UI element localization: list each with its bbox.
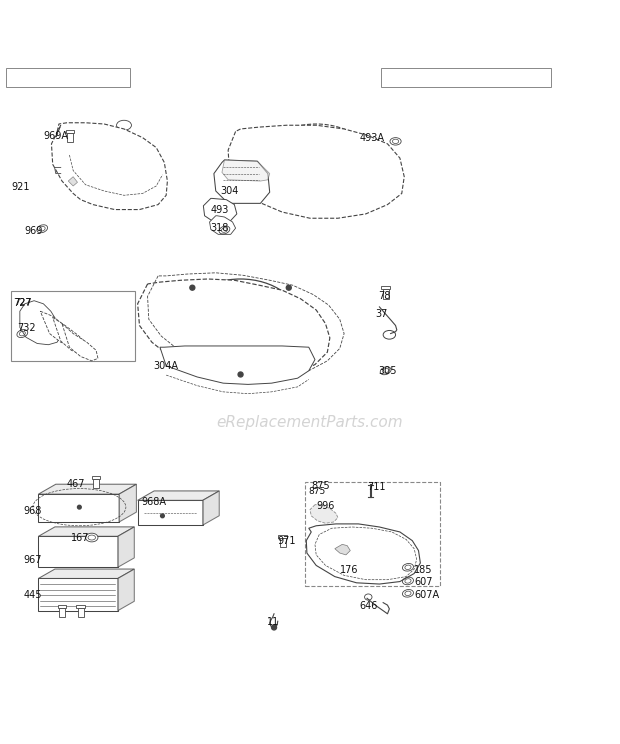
Circle shape: [286, 285, 291, 290]
Bar: [93, 479, 99, 488]
Polygon shape: [38, 484, 136, 494]
Polygon shape: [119, 484, 136, 522]
Polygon shape: [38, 527, 135, 536]
Bar: [66, 130, 74, 133]
Polygon shape: [53, 318, 87, 355]
Polygon shape: [20, 301, 61, 344]
Polygon shape: [62, 324, 98, 361]
Polygon shape: [68, 177, 78, 186]
Circle shape: [161, 514, 164, 518]
Text: 305: 305: [378, 366, 397, 376]
Text: 467: 467: [67, 478, 86, 489]
Bar: [280, 538, 286, 547]
Text: 971: 971: [278, 536, 296, 546]
Polygon shape: [335, 545, 350, 555]
Text: 493: 493: [211, 205, 229, 214]
Polygon shape: [38, 536, 118, 567]
Bar: [383, 289, 389, 298]
Text: 37: 37: [375, 309, 388, 318]
Text: 11: 11: [267, 617, 279, 627]
Text: 1019 LABEL KIT: 1019 LABEL KIT: [32, 73, 104, 82]
Polygon shape: [160, 346, 315, 385]
Ellipse shape: [86, 533, 98, 542]
Text: 318: 318: [211, 222, 229, 233]
Text: 968: 968: [24, 507, 42, 516]
Bar: [381, 286, 390, 289]
Text: 445: 445: [24, 590, 42, 600]
Circle shape: [272, 625, 277, 630]
Text: 607: 607: [414, 577, 433, 587]
Circle shape: [190, 285, 195, 290]
Polygon shape: [210, 216, 236, 234]
Bar: [305, 482, 440, 586]
Polygon shape: [138, 491, 219, 501]
Polygon shape: [222, 160, 270, 181]
Polygon shape: [51, 123, 167, 210]
Polygon shape: [40, 311, 74, 346]
Polygon shape: [203, 199, 237, 222]
Text: 646: 646: [360, 601, 378, 612]
Bar: [92, 476, 100, 479]
Polygon shape: [228, 125, 404, 218]
Text: eReplacementParts.com: eReplacementParts.com: [216, 415, 404, 430]
Polygon shape: [203, 491, 219, 525]
Text: 607A: 607A: [414, 589, 440, 600]
Text: 176: 176: [340, 565, 358, 575]
FancyBboxPatch shape: [381, 68, 551, 88]
Text: 875: 875: [311, 481, 330, 491]
Bar: [58, 605, 66, 608]
Text: 921: 921: [11, 182, 30, 192]
Text: 1036 EMISSIONS LABEL: 1036 EMISSIONS LABEL: [413, 73, 520, 82]
Bar: [76, 605, 85, 608]
Text: 185: 185: [414, 565, 433, 575]
Polygon shape: [214, 160, 270, 203]
Polygon shape: [138, 501, 203, 525]
Polygon shape: [38, 579, 118, 611]
Bar: [278, 535, 287, 538]
Polygon shape: [310, 504, 338, 523]
Text: 727: 727: [14, 298, 32, 307]
Polygon shape: [118, 527, 135, 567]
Text: 167: 167: [71, 533, 90, 542]
Ellipse shape: [88, 535, 95, 540]
Polygon shape: [306, 524, 420, 584]
Circle shape: [78, 505, 81, 509]
Text: 304A: 304A: [154, 361, 179, 371]
Text: 78: 78: [378, 292, 391, 301]
Text: 304: 304: [220, 186, 239, 196]
Text: 969A: 969A: [43, 132, 68, 141]
Text: 968A: 968A: [141, 497, 166, 507]
Text: 875: 875: [309, 487, 326, 496]
Bar: [78, 608, 84, 618]
Text: 996: 996: [316, 501, 335, 511]
Bar: [11, 292, 135, 361]
Bar: [67, 133, 73, 142]
FancyBboxPatch shape: [6, 68, 130, 88]
Text: 493A: 493A: [360, 133, 384, 144]
Text: 969: 969: [25, 225, 43, 236]
Text: 967: 967: [24, 555, 42, 565]
Text: 711: 711: [367, 482, 386, 493]
Polygon shape: [38, 494, 119, 522]
Text: 732: 732: [17, 323, 36, 333]
Circle shape: [238, 372, 243, 377]
Polygon shape: [118, 569, 135, 611]
Polygon shape: [138, 279, 330, 381]
Polygon shape: [38, 569, 135, 579]
Text: 727: 727: [14, 298, 32, 307]
Bar: [59, 608, 65, 618]
